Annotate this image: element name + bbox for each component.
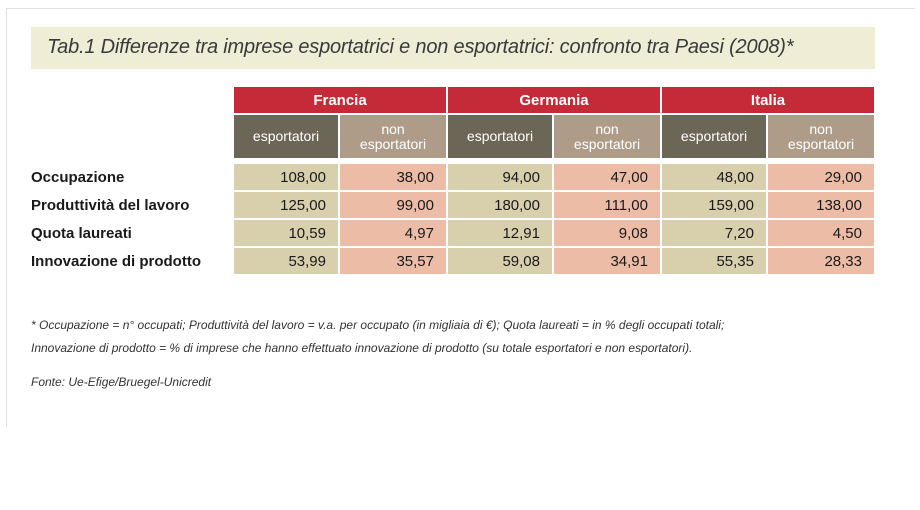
table-cell: 48,00 <box>662 164 766 190</box>
table-cell: 138,00 <box>768 192 874 218</box>
table-cell: 4,50 <box>768 220 874 246</box>
table-cell: 53,99 <box>234 248 338 274</box>
subheader-non-exporters: non esportatori <box>768 115 874 158</box>
table-cell: 111,00 <box>554 192 660 218</box>
table-cell: 4,97 <box>340 220 446 246</box>
row-label-occupazione: Occupazione <box>31 168 125 186</box>
table-cell: 38,00 <box>340 164 446 190</box>
row-label-produttivita: Produttività del lavoro <box>31 196 190 214</box>
source-note: Fonte: Ue-Efige/Bruegel-Unicredit <box>31 375 212 389</box>
subheader-non-exporters: non esportatori <box>340 115 446 158</box>
table-cell: 94,00 <box>448 164 552 190</box>
table-cell: 125,00 <box>234 192 338 218</box>
table-cell: 29,00 <box>768 164 874 190</box>
row-label-quota-laureati: Quota laureati <box>31 224 132 242</box>
row-label-innovazione: Innovazione di prodotto <box>31 252 201 270</box>
table-cell: 108,00 <box>234 164 338 190</box>
table-cell: 10,59 <box>234 220 338 246</box>
table-title: Tab.1 Differenze tra imprese esportatric… <box>47 36 794 58</box>
table-cell: 35,57 <box>340 248 446 274</box>
country-header-italia: Italia <box>662 87 874 113</box>
subheader-exporters: esportatori <box>448 115 552 158</box>
table-cell: 47,00 <box>554 164 660 190</box>
table-cell: 12,91 <box>448 220 552 246</box>
table-cell: 55,35 <box>662 248 766 274</box>
table-cell: 7,20 <box>662 220 766 246</box>
table-cell: 59,08 <box>448 248 552 274</box>
country-header-germania: Germania <box>448 87 660 113</box>
subheader-non-exporters: non esportatori <box>554 115 660 158</box>
table-cell: 159,00 <box>662 192 766 218</box>
table-cell: 34,91 <box>554 248 660 274</box>
subheader-exporters: esportatori <box>234 115 338 158</box>
footnote-line-2: Innovazione di prodotto = % di imprese c… <box>31 341 693 355</box>
subheader-exporters: esportatori <box>662 115 766 158</box>
footnote-line-1: * Occupazione = n° occupati; Produttivit… <box>31 318 725 332</box>
table-cell: 9,08 <box>554 220 660 246</box>
table-title-band: Tab.1 Differenze tra imprese esportatric… <box>31 27 875 69</box>
country-header-francia: Francia <box>234 87 446 113</box>
table-cell: 180,00 <box>448 192 552 218</box>
table-cell: 28,33 <box>768 248 874 274</box>
page-frame <box>6 8 915 427</box>
table-cell: 99,00 <box>340 192 446 218</box>
